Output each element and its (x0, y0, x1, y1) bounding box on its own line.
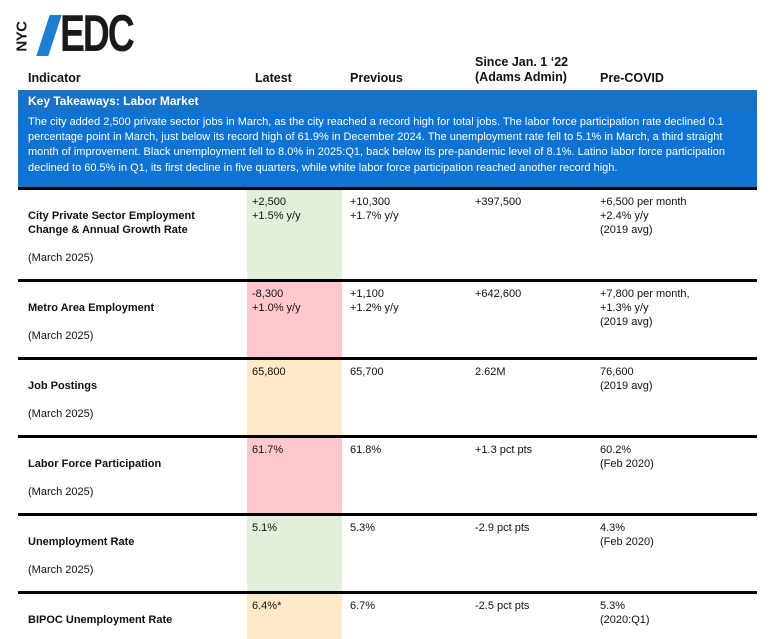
since-jan22-value-cell: 2.62M (475, 366, 506, 378)
previous-value-cell: 61.8% (350, 444, 382, 456)
table-row: BIPOC Unemployment Rate (2025:Q1) 6.4%* … (18, 591, 757, 639)
key-takeaways-title: Key Takeaways: Labor Market (18, 90, 757, 111)
logo-nyc-text: NYC (13, 21, 31, 52)
since-jan22-value-cell: -2.5 pct pts (475, 600, 530, 612)
pre-covid-value-cell: 76,600 (2019 avg) (600, 366, 653, 392)
indicator-period: (March 2025) (28, 252, 94, 264)
logo-slash-icon (36, 15, 62, 56)
indicator-period: (March 2025) (28, 564, 94, 576)
indicator-period: (March 2025) (28, 330, 94, 342)
indicator-cell: Unemployment Rate (March 2025) (18, 516, 247, 591)
previous-value-cell: 5.3% (350, 522, 376, 534)
indicator-period: (March 2025) (28, 408, 94, 420)
column-header-latest: Latest (255, 71, 292, 85)
latest-value-cell: -8,300 +1.0% y/y (247, 282, 342, 357)
indicator-name: Unemployment Rate (28, 536, 135, 548)
previous-value-cell: +10,300 +1.7% y/y (350, 196, 399, 222)
latest-value-cell: +2,500 +1.5% y/y (247, 190, 342, 279)
pre-covid-value-cell: 60.2% (Feb 2020) (600, 444, 654, 470)
indicator-name: BIPOC Unemployment Rate (28, 614, 173, 626)
previous-value-cell: 65,700 (350, 366, 384, 378)
table-row: Labor Force Participation (March 2025) 6… (18, 435, 757, 513)
table-row: Job Postings (March 2025) 65,800 65,700 … (18, 357, 757, 435)
indicator-name: City Private Sector Employment Change & … (28, 210, 195, 236)
column-header-since-jan-22: Since Jan. 1 ‘22 (Adams Admin) (475, 55, 569, 84)
indicator-table: Indicator Latest Previous Since Jan. 1 ‘… (18, 55, 757, 639)
logo-edc-text: EDC (60, 5, 135, 63)
since-jan22-value-cell: +642,600 (475, 288, 522, 300)
latest-value-cell: 65,800 (247, 360, 342, 435)
indicator-cell: Metro Area Employment (March 2025) (18, 282, 247, 357)
table-row: City Private Sector Employment Change & … (18, 187, 757, 279)
indicator-cell: City Private Sector Employment Change & … (18, 190, 247, 279)
pre-covid-value-cell: 5.3% (2020:Q1) (600, 600, 650, 626)
key-takeaways-banner: Key Takeaways: Labor Market The city add… (18, 90, 757, 187)
previous-value-cell: 6.7% (350, 600, 376, 612)
pre-covid-value-cell: +6,500 per month +2.4% y/y (2019 avg) (600, 196, 687, 236)
previous-value-cell: +1,100 +1.2% y/y (350, 288, 399, 314)
table-row: Metro Area Employment (March 2025) -8,30… (18, 279, 757, 357)
indicator-cell: Job Postings (March 2025) (18, 360, 247, 435)
indicator-period: (March 2025) (28, 486, 94, 498)
column-header-pre-covid: Pre-COVID (600, 71, 664, 85)
table-row: Unemployment Rate (March 2025) 5.1% 5.3%… (18, 513, 757, 591)
table-header-row: Indicator Latest Previous Since Jan. 1 ‘… (18, 55, 757, 90)
since-jan22-value-cell: +1.3 pct pts (475, 444, 533, 456)
column-header-previous: Previous (350, 71, 403, 85)
pre-covid-value-cell: +7,800 per month, +1.3% y/y (2019 avg) (600, 288, 690, 328)
key-takeaways-body: The city added 2,500 private sector jobs… (18, 111, 757, 187)
latest-value-cell: 5.1% (247, 516, 342, 591)
pre-covid-value-cell: 4.3% (Feb 2020) (600, 522, 654, 548)
column-header-indicator: Indicator (28, 71, 81, 85)
indicator-cell: Labor Force Participation (March 2025) (18, 438, 247, 513)
nycedc-logo: NYC EDC (13, 5, 156, 63)
indicator-cell: BIPOC Unemployment Rate (2025:Q1) (18, 594, 247, 639)
indicator-name: Job Postings (28, 380, 98, 392)
since-jan22-value-cell: -2.9 pct pts (475, 522, 530, 534)
indicator-name: Metro Area Employment (28, 302, 155, 314)
latest-value-cell: 61.7% (247, 438, 342, 513)
latest-value-cell: 6.4%* (247, 594, 342, 639)
since-jan22-value-cell: +397,500 (475, 196, 522, 208)
indicator-name: Labor Force Participation (28, 458, 162, 470)
